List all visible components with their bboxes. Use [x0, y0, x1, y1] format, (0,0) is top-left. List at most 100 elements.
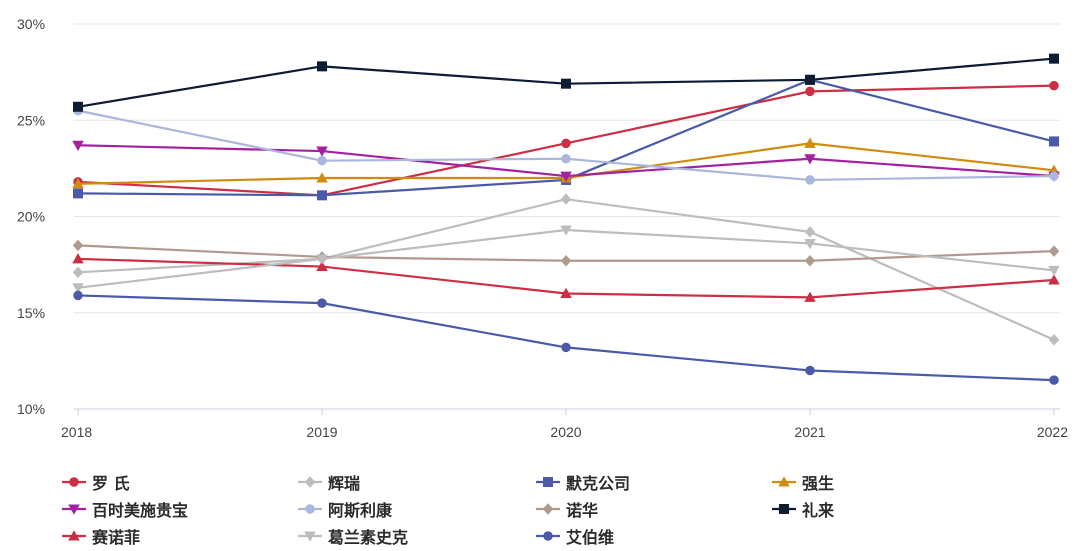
legend-marker — [543, 531, 553, 541]
data-point — [561, 138, 571, 149]
legend-label: 葛兰素史克 — [328, 528, 409, 547]
legend-marker — [543, 477, 553, 487]
legend-swatch — [772, 504, 796, 514]
data-point — [1049, 375, 1059, 385]
legend-swatch — [62, 504, 86, 515]
data-point — [1048, 274, 1060, 285]
data-point — [72, 266, 84, 279]
data-point — [804, 226, 816, 238]
legend-item: 罗 氏 — [62, 470, 130, 494]
series-10 — [73, 290, 1059, 385]
data-point — [317, 155, 327, 166]
legend-label: 阿斯利康 — [328, 501, 393, 520]
data-point — [561, 78, 571, 89]
legend-item: 礼来 — [772, 497, 834, 521]
data-point — [560, 171, 572, 182]
data-point — [1049, 53, 1059, 64]
series-8 — [72, 253, 1060, 302]
x-tick-label: 2020 — [550, 424, 581, 440]
legend-marker — [305, 504, 315, 514]
x-tick-label: 2018 — [61, 424, 92, 440]
legend-item: 艾伯维 — [536, 524, 614, 548]
series-9 — [72, 225, 1060, 294]
data-point — [804, 154, 816, 165]
data-point — [561, 342, 571, 353]
legend: 罗 氏 辉瑞 默克公司 强生百时美施贵宝 阿斯利康 诺华 礼来赛诺菲 葛兰素史克 艾伯维 — [62, 470, 1062, 550]
legend-label: 强生 — [802, 474, 835, 493]
data-point — [560, 287, 572, 298]
data-point — [72, 253, 84, 264]
y-tick-label: 25% — [17, 112, 45, 128]
legend-label: 赛诺菲 — [92, 528, 141, 547]
data-point — [804, 137, 816, 148]
x-tick-label: 2019 — [306, 424, 337, 440]
legend-label: 艾伯维 — [566, 528, 615, 547]
data-point — [560, 255, 572, 267]
data-point — [72, 239, 84, 252]
data-point — [1048, 265, 1060, 277]
data-point — [317, 298, 327, 308]
data-point — [72, 178, 84, 189]
data-point — [73, 290, 83, 301]
y-tick-label: 30% — [17, 16, 45, 32]
y-tick-label: 15% — [17, 305, 45, 321]
legend-item: 赛诺菲 — [62, 524, 140, 548]
legend-item: 默克公司 — [536, 470, 630, 494]
legend-item: 葛兰素史克 — [298, 524, 408, 548]
data-point — [1049, 80, 1059, 91]
data-point — [560, 193, 572, 205]
data-point — [316, 172, 328, 183]
legend-item: 百时美施贵宝 — [62, 497, 188, 521]
legend-item: 阿斯利康 — [298, 497, 392, 521]
y-tick-label: 10% — [17, 401, 45, 417]
legend-swatch — [298, 504, 322, 514]
legend-swatch — [62, 530, 86, 541]
legend-item: 辉瑞 — [298, 470, 360, 494]
legend-item: 诺华 — [536, 497, 598, 521]
legend-label: 百时美施贵宝 — [92, 501, 189, 520]
data-point — [72, 283, 84, 294]
data-point — [316, 254, 328, 265]
data-point — [804, 291, 816, 302]
data-point — [1049, 171, 1059, 181]
data-point — [1048, 333, 1060, 346]
data-point — [73, 101, 83, 112]
data-point — [317, 190, 327, 201]
data-point — [805, 175, 815, 185]
legend-label: 默克公司 — [566, 474, 631, 493]
legend-marker — [304, 476, 316, 488]
legend-marker — [542, 503, 554, 515]
y-tick-label: 20% — [17, 209, 45, 225]
legend-marker — [69, 477, 79, 487]
legend-marker — [68, 530, 80, 541]
series-4 — [72, 140, 1060, 182]
series-6 — [72, 239, 1060, 267]
legend-marker — [304, 531, 316, 542]
legend-item: 强生 — [772, 470, 834, 494]
data-point — [804, 238, 816, 250]
legend-label: 罗 氏 — [92, 474, 130, 493]
data-point — [317, 61, 327, 72]
data-point — [805, 365, 815, 376]
legend-label: 辉瑞 — [328, 474, 361, 493]
series-line — [77, 294, 1055, 382]
data-point — [805, 86, 815, 97]
legend-swatch — [62, 477, 86, 487]
legend-swatch — [536, 503, 560, 515]
legend-label: 诺华 — [566, 501, 599, 520]
x-tick-label: 2022 — [1037, 424, 1068, 440]
legend-marker — [778, 476, 790, 487]
legend-swatch — [536, 477, 560, 487]
data-point — [316, 146, 328, 157]
data-point — [1049, 136, 1059, 147]
data-point — [805, 74, 815, 85]
data-point — [561, 154, 571, 164]
data-point — [316, 260, 328, 272]
chart-area: 10% 15% 20% 25% 30% 2018 2019 2020 2021 2022 — [17, 16, 1068, 440]
line-chart: 10% 15% 20% 25% 30% 2018 2019 2020 2021 2022 — [17, 16, 1068, 440]
data-point — [73, 188, 83, 199]
legend-marker — [68, 504, 80, 515]
legend-swatch — [298, 476, 322, 488]
legend-swatch — [772, 476, 796, 487]
data-point — [1048, 245, 1060, 257]
